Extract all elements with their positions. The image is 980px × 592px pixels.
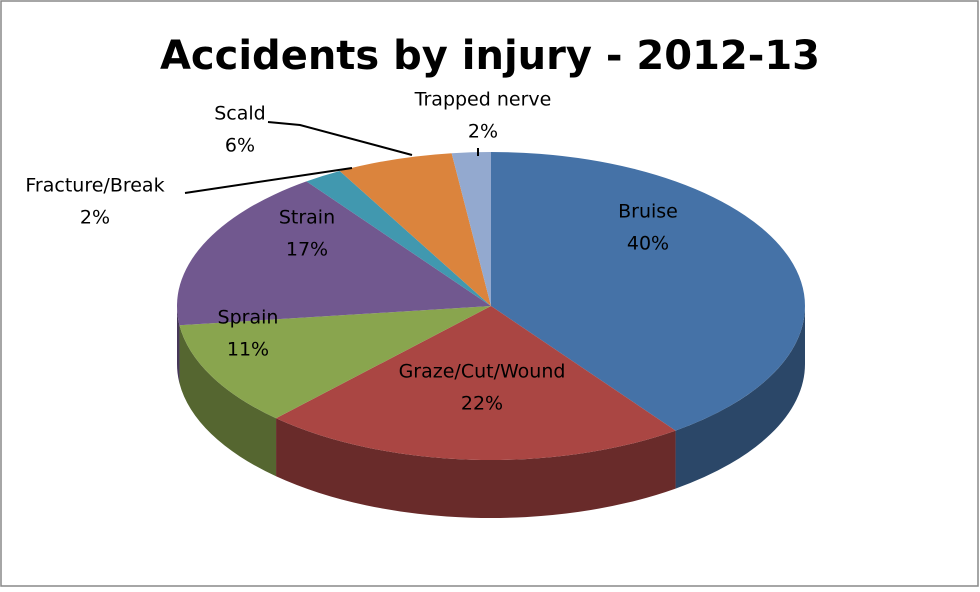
pie-slice-side: [276, 418, 676, 518]
leader-line: [184, 167, 353, 194]
pie-slice: [276, 306, 676, 460]
data-label-value: 40%: [627, 233, 669, 255]
pie-slice: [491, 152, 805, 431]
data-label-value: 2%: [80, 207, 110, 229]
pie-slice-side: [675, 306, 805, 489]
data-label-name: Graze/Cut/Wound: [399, 361, 566, 383]
data-label-name: Trapped nerve: [414, 89, 552, 111]
pie-slice-side: [179, 325, 277, 477]
data-label-name: Bruise: [618, 201, 678, 223]
data-label-name: Strain: [279, 207, 335, 229]
data-label-name: Sprain: [218, 307, 279, 329]
data-label-name: Fracture/Break: [25, 175, 164, 197]
data-label-value: 2%: [468, 121, 498, 143]
data-label-value: 22%: [461, 393, 503, 415]
data-label-value: 6%: [225, 135, 255, 157]
pie-slice: [339, 153, 491, 306]
chart-title: Accidents by injury - 2012-13: [160, 33, 820, 79]
leader-line: [267, 121, 413, 156]
data-label-value: 17%: [286, 239, 328, 261]
pie-slice: [451, 152, 491, 306]
pie-slice-side: [177, 306, 180, 384]
pie-slice: [306, 171, 491, 306]
data-label-value: 11%: [227, 339, 269, 361]
pie-slice: [176, 181, 491, 326]
data-label-name: Scald: [214, 103, 266, 125]
pie-slice: [179, 306, 491, 419]
